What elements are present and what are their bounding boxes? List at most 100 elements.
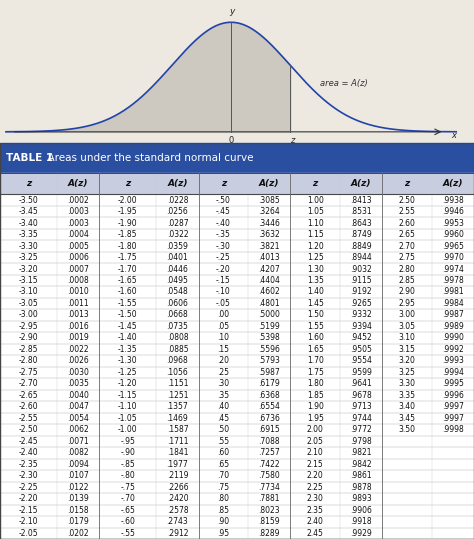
Text: .7734: .7734	[258, 483, 280, 492]
Text: .9842: .9842	[350, 460, 372, 469]
Text: -1.35: -1.35	[118, 345, 137, 354]
Text: .0035: .0035	[67, 379, 89, 389]
Text: .6736: .6736	[258, 414, 280, 423]
Text: x: x	[451, 130, 456, 140]
Text: z: z	[125, 179, 130, 188]
Text: z: z	[312, 179, 318, 188]
Text: .2578: .2578	[167, 506, 188, 515]
Text: .9505: .9505	[350, 345, 372, 354]
Bar	[0, 240, 474, 252]
Bar	[0, 528, 474, 539]
Text: .9918: .9918	[350, 517, 372, 526]
Text: 2.05: 2.05	[307, 437, 324, 446]
Text: .9878: .9878	[350, 483, 372, 492]
Text: 1.55: 1.55	[307, 322, 324, 331]
Text: -2.70: -2.70	[19, 379, 38, 389]
Text: .8289: .8289	[258, 529, 280, 538]
Bar	[0, 195, 474, 206]
Bar	[0, 229, 474, 240]
Text: -1.75: -1.75	[118, 253, 137, 262]
Text: .9997: .9997	[442, 414, 464, 423]
Text: TABLE 1: TABLE 1	[6, 153, 53, 163]
Text: .9970: .9970	[442, 253, 464, 262]
Text: .0094: .0094	[67, 460, 89, 469]
Text: .1251: .1251	[167, 391, 188, 400]
Text: .4404: .4404	[258, 276, 280, 285]
Text: .50: .50	[217, 425, 229, 434]
Text: z: z	[26, 179, 31, 188]
Text: .9993: .9993	[442, 356, 464, 365]
Bar	[0, 206, 474, 217]
Text: .5793: .5793	[258, 356, 280, 365]
Text: .9906: .9906	[350, 506, 372, 515]
Text: 2.55: 2.55	[399, 207, 415, 216]
Text: -.05: -.05	[216, 299, 231, 308]
Bar	[0, 481, 474, 493]
Text: .8849: .8849	[350, 241, 372, 251]
Text: .8413: .8413	[350, 196, 372, 205]
Text: .9997: .9997	[442, 403, 464, 411]
Text: 1.90: 1.90	[307, 403, 324, 411]
Text: .0062: .0062	[67, 425, 89, 434]
Text: -1.55: -1.55	[118, 299, 137, 308]
Text: .9744: .9744	[350, 414, 372, 423]
Text: .0107: .0107	[67, 471, 89, 480]
Text: 2.45: 2.45	[307, 529, 324, 538]
Text: -3.45: -3.45	[18, 207, 38, 216]
Bar	[0, 447, 474, 459]
Text: .0495: .0495	[166, 276, 188, 285]
Bar	[0, 470, 474, 481]
Text: .85: .85	[218, 506, 229, 515]
Text: 3.20: 3.20	[399, 356, 415, 365]
Text: -1.80: -1.80	[118, 241, 137, 251]
Text: .0006: .0006	[67, 253, 89, 262]
Text: -2.05: -2.05	[19, 529, 38, 538]
Text: -.65: -.65	[120, 506, 135, 515]
Text: .1151: .1151	[167, 379, 188, 389]
Text: A(z): A(z)	[68, 179, 89, 188]
Text: 3.50: 3.50	[399, 425, 416, 434]
Text: 2.70: 2.70	[399, 241, 415, 251]
Text: .9394: .9394	[350, 322, 372, 331]
Bar	[0, 263, 474, 275]
Text: .9990: .9990	[442, 334, 464, 342]
Text: -3.30: -3.30	[18, 241, 38, 251]
Text: -1.10: -1.10	[118, 403, 137, 411]
Text: 3.25: 3.25	[399, 368, 415, 377]
Text: .3632: .3632	[258, 230, 280, 239]
Text: .0047: .0047	[67, 403, 89, 411]
Bar	[0, 516, 474, 528]
Text: -.90: -.90	[120, 448, 135, 457]
Text: -3.00: -3.00	[18, 310, 38, 320]
Text: .55: .55	[217, 437, 229, 446]
Text: .9772: .9772	[350, 425, 372, 434]
Text: 3.30: 3.30	[399, 379, 416, 389]
Text: .6554: .6554	[258, 403, 280, 411]
Text: .0007: .0007	[67, 265, 89, 273]
Text: .65: .65	[217, 460, 229, 469]
Text: 2.60: 2.60	[399, 218, 415, 227]
Text: .0668: .0668	[166, 310, 188, 320]
Text: 2.80: 2.80	[399, 265, 415, 273]
Text: .2266: .2266	[167, 483, 188, 492]
Text: -2.15: -2.15	[19, 506, 38, 515]
Text: .9678: .9678	[350, 391, 372, 400]
Text: .0005: .0005	[67, 241, 89, 251]
Text: .3446: .3446	[258, 218, 280, 227]
Text: -2.35: -2.35	[19, 460, 38, 469]
Text: .0003: .0003	[67, 218, 89, 227]
Text: .9192: .9192	[350, 287, 372, 296]
Text: 3.45: 3.45	[399, 414, 416, 423]
Text: 3.00: 3.00	[399, 310, 416, 320]
Text: 3.35: 3.35	[399, 391, 416, 400]
Text: .9994: .9994	[442, 368, 464, 377]
Text: -.95: -.95	[120, 437, 135, 446]
Text: .2119: .2119	[167, 471, 188, 480]
Text: -1.65: -1.65	[118, 276, 137, 285]
Text: .5000: .5000	[258, 310, 280, 320]
Text: .5596: .5596	[258, 345, 280, 354]
Text: z: z	[404, 179, 410, 188]
Text: area = A(z): area = A(z)	[320, 79, 368, 88]
Text: .1056: .1056	[166, 368, 188, 377]
Text: .35: .35	[217, 391, 229, 400]
